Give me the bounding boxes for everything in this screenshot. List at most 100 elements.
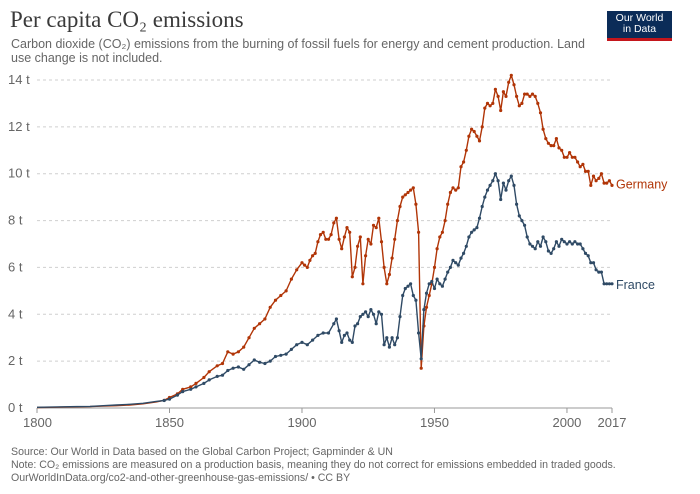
logo-line-2: in Data xyxy=(622,23,657,35)
data-point xyxy=(552,247,556,251)
data-point xyxy=(329,233,333,237)
data-point xyxy=(597,270,601,274)
data-point xyxy=(591,174,596,178)
data-point xyxy=(464,148,468,152)
data-point xyxy=(414,202,418,206)
series-label-france: France xyxy=(616,278,655,292)
data-point xyxy=(427,293,431,298)
data-point xyxy=(583,169,588,173)
data-point xyxy=(340,247,344,251)
data-point xyxy=(305,265,309,269)
x-tick-label: 1900 xyxy=(288,415,317,430)
data-point xyxy=(334,317,338,321)
data-point xyxy=(477,216,482,220)
data-point xyxy=(236,365,240,369)
owid-logo[interactable]: Our World in Data xyxy=(607,11,672,41)
data-point xyxy=(443,277,447,281)
data-point xyxy=(462,251,466,255)
data-point xyxy=(546,141,551,145)
data-point xyxy=(520,219,524,223)
data-point xyxy=(295,268,299,272)
data-point xyxy=(194,385,198,389)
data-point xyxy=(345,226,349,230)
data-point xyxy=(377,310,381,314)
data-point xyxy=(411,186,415,190)
data-point xyxy=(371,223,376,227)
data-point xyxy=(475,226,479,230)
data-point xyxy=(440,230,444,234)
data-point xyxy=(337,237,341,241)
data-point xyxy=(581,162,585,166)
data-point xyxy=(599,172,604,176)
series-line-france xyxy=(36,173,612,408)
data-point xyxy=(541,235,545,239)
data-point xyxy=(610,183,614,187)
data-point xyxy=(263,317,267,321)
data-point xyxy=(467,134,471,138)
data-point xyxy=(533,247,537,251)
data-point xyxy=(313,251,317,255)
data-point xyxy=(496,94,500,98)
data-point xyxy=(353,324,357,328)
data-point xyxy=(414,298,418,302)
data-point xyxy=(215,374,219,378)
data-point xyxy=(435,277,439,281)
data-point xyxy=(581,247,585,251)
x-tick-label: 2000 xyxy=(552,415,581,430)
data-point xyxy=(371,312,376,316)
data-point xyxy=(242,345,246,349)
data-point xyxy=(247,336,251,340)
data-point xyxy=(565,242,569,246)
data-point xyxy=(605,181,609,185)
chart-subtitle: Carbon dioxide (CO₂) emissions from the … xyxy=(11,37,585,65)
data-point xyxy=(491,101,495,105)
data-point xyxy=(393,343,397,347)
data-point xyxy=(538,111,543,115)
data-point xyxy=(167,397,172,401)
data-point xyxy=(557,244,561,248)
data-point xyxy=(324,237,328,241)
data-point xyxy=(422,308,426,312)
data-point xyxy=(530,244,535,248)
data-point xyxy=(485,101,490,105)
data-point xyxy=(268,359,272,363)
data-point xyxy=(454,261,458,265)
data-point xyxy=(546,249,551,253)
data-point xyxy=(189,387,193,391)
data-point xyxy=(462,160,466,164)
data-point xyxy=(594,179,598,183)
data-point xyxy=(377,216,381,220)
data-point xyxy=(504,94,508,98)
footer-link[interactable]: OurWorldInData.org/co2-and-other-greenho… xyxy=(11,472,351,484)
data-point xyxy=(573,155,577,159)
data-point xyxy=(467,235,471,239)
data-point xyxy=(475,134,479,138)
data-point xyxy=(509,174,513,178)
data-point xyxy=(430,279,434,284)
data-point xyxy=(424,291,429,295)
data-point xyxy=(557,146,561,150)
data-point xyxy=(512,183,516,187)
data-point xyxy=(289,347,293,351)
data-point xyxy=(549,144,553,148)
data-point xyxy=(311,338,315,342)
data-point xyxy=(398,315,402,319)
data-point xyxy=(406,284,410,288)
data-point xyxy=(385,336,389,340)
data-point xyxy=(448,265,452,269)
data-point xyxy=(332,221,336,225)
data-point xyxy=(501,90,505,94)
data-point xyxy=(504,188,508,192)
data-point xyxy=(451,186,455,190)
x-tick-label: 1850 xyxy=(155,415,184,430)
data-point xyxy=(284,352,288,356)
data-point xyxy=(316,240,320,244)
data-point xyxy=(493,172,497,176)
data-point xyxy=(175,393,179,397)
data-point xyxy=(491,179,495,183)
data-point xyxy=(446,202,450,206)
data-point xyxy=(326,237,331,241)
data-point xyxy=(162,398,166,403)
data-point xyxy=(578,242,582,246)
data-point xyxy=(236,350,240,354)
